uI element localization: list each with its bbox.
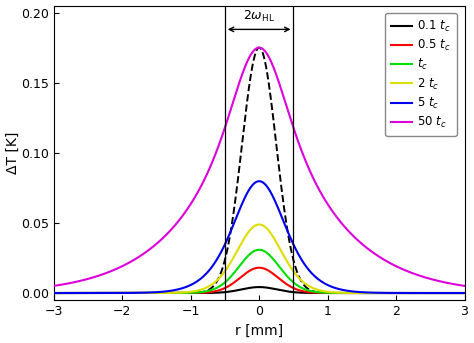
Text: $2\omega_{\rm{HL}}$: $2\omega_{\rm{HL}}$ [243,9,275,24]
$t_c$ [454,291,459,295]
5 $t_c$ [122,291,128,295]
5 $t_c$ [256,179,262,183]
X-axis label: r [mm]: r [mm] [235,323,283,338]
2 $t_c$ [454,291,459,295]
Line: $t_c$: $t_c$ [54,250,465,293]
5 $t_c$ [51,291,57,295]
5 $t_c$ [226,233,232,237]
2 $t_c$ [410,291,415,295]
50 $t_c$ [98,273,103,277]
0.5 $t_c$ [462,291,467,295]
0.1 $t_c$ [122,291,128,295]
0.5 $t_c$ [98,291,103,295]
$t_c$ [51,291,57,295]
50 $t_c$ [51,284,57,288]
2 $t_c$ [122,291,128,295]
5 $t_c$ [454,291,459,295]
0.1 $t_c$ [256,285,262,289]
0.1 $t_c$ [226,289,232,294]
Line: 0.1 $t_c$: 0.1 $t_c$ [54,287,465,293]
Line: 0.5 $t_c$: 0.5 $t_c$ [54,268,465,293]
0.5 $t_c$ [209,290,214,294]
Line: 2 $t_c$: 2 $t_c$ [54,224,465,293]
0.5 $t_c$ [410,291,415,295]
2 $t_c$ [256,222,262,226]
0.5 $t_c$ [122,291,128,295]
$t_c$ [462,291,467,295]
2 $t_c$ [209,283,214,287]
$t_c$ [226,276,232,281]
5 $t_c$ [98,291,103,295]
0.5 $t_c$ [454,291,459,295]
0.1 $t_c$ [462,291,467,295]
50 $t_c$ [226,113,232,117]
50 $t_c$ [410,271,415,275]
0.1 $t_c$ [51,291,57,295]
5 $t_c$ [462,291,467,295]
0.5 $t_c$ [226,284,232,288]
2 $t_c$ [226,263,232,267]
50 $t_c$ [454,283,459,287]
Line: 5 $t_c$: 5 $t_c$ [54,181,465,293]
$t_c$ [122,291,128,295]
0.5 $t_c$ [51,291,57,295]
$t_c$ [209,288,214,292]
2 $t_c$ [98,291,103,295]
0.1 $t_c$ [209,291,214,295]
50 $t_c$ [122,263,128,267]
0.1 $t_c$ [410,291,415,295]
$t_c$ [98,291,103,295]
Y-axis label: ΔT [K]: ΔT [K] [6,132,19,174]
5 $t_c$ [410,291,415,295]
50 $t_c$ [209,162,214,166]
0.1 $t_c$ [454,291,459,295]
$t_c$ [410,291,415,295]
$t_c$ [256,248,262,252]
Legend: 0.1 $t_c$, 0.5 $t_c$, $t_c$, 2 $t_c$, 5 $t_c$, 50 $t_c$: 0.1 $t_c$, 0.5 $t_c$, $t_c$, 2 $t_c$, 5 … [385,13,456,136]
50 $t_c$ [462,284,467,288]
Line: 50 $t_c$: 50 $t_c$ [54,48,465,286]
5 $t_c$ [209,265,214,270]
2 $t_c$ [51,291,57,295]
2 $t_c$ [462,291,467,295]
0.1 $t_c$ [98,291,103,295]
50 $t_c$ [256,46,262,50]
0.5 $t_c$ [256,266,262,270]
